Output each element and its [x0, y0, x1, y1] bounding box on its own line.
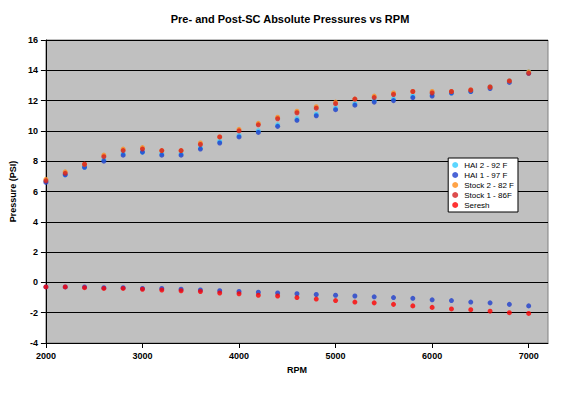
svg-text:0: 0 — [33, 277, 38, 287]
svg-text:4000: 4000 — [229, 351, 249, 361]
svg-text:RPM: RPM — [287, 365, 307, 375]
svg-text:Seresh: Seresh — [464, 201, 489, 210]
svg-text:12: 12 — [28, 96, 38, 106]
svg-text:Pre- and Post-SC Absolute Pres: Pre- and Post-SC Absolute Pressures vs R… — [171, 13, 410, 25]
svg-text:-2: -2 — [30, 308, 38, 318]
svg-text:Stock 2 - 82 F: Stock 2 - 82 F — [464, 181, 514, 190]
svg-text:10: 10 — [28, 126, 38, 136]
svg-text:14: 14 — [28, 65, 38, 75]
svg-text:5000: 5000 — [326, 351, 346, 361]
svg-text:-4: -4 — [30, 338, 38, 348]
svg-text:HAI 1 - 97 F: HAI 1 - 97 F — [464, 171, 507, 180]
svg-text:4: 4 — [33, 217, 38, 227]
svg-text:2000: 2000 — [36, 351, 56, 361]
svg-text:6: 6 — [33, 187, 38, 197]
svg-text:2: 2 — [33, 247, 38, 257]
svg-text:Stock 1 - 86F: Stock 1 - 86F — [464, 191, 512, 200]
svg-text:HAI 2 - 92 F: HAI 2 - 92 F — [464, 161, 507, 170]
svg-text:7000: 7000 — [519, 351, 539, 361]
svg-text:3000: 3000 — [132, 351, 152, 361]
svg-text:6000: 6000 — [422, 351, 442, 361]
svg-text:16: 16 — [28, 35, 38, 45]
svg-text:8: 8 — [33, 156, 38, 166]
svg-text:Pressure (PSI): Pressure (PSI) — [8, 161, 18, 223]
